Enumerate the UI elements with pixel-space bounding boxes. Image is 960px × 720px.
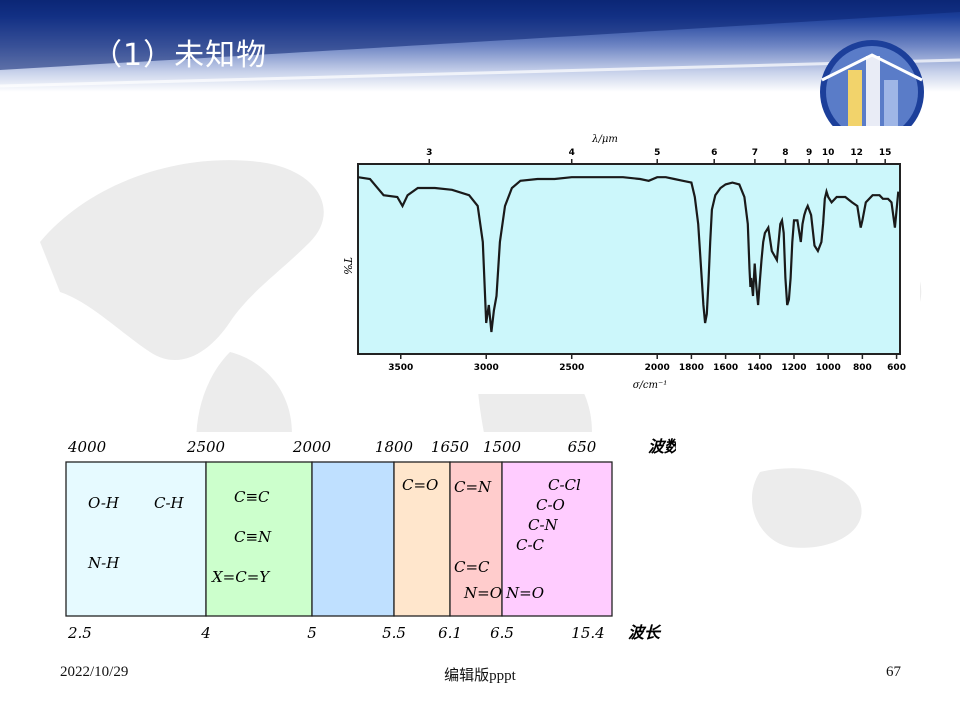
table-region-cell — [311, 461, 395, 617]
functional-group-label: X=C=Y — [211, 568, 271, 586]
logo-icon — [820, 40, 924, 140]
bottom-tick-label: 1400 — [747, 363, 772, 373]
bottom-tick-label: 2000 — [645, 363, 670, 373]
wavenumber-tick-label: 4000 — [67, 438, 107, 456]
top-tick-label: 9 — [806, 148, 812, 158]
top-tick-label: 8 — [782, 148, 788, 158]
wavenumber-tick-label: 2000 — [292, 438, 332, 456]
y-axis-label: T% — [341, 257, 354, 275]
bottom-tick-label: 1200 — [781, 363, 806, 373]
top-tick-label: 5 — [654, 148, 660, 158]
wavelength-tick-label: 4 — [200, 624, 211, 642]
spectrum-ticks: 3500 3000 2500 2000 1800 1600 1400 1200 1000 800 6… — [388, 148, 906, 373]
bottom-tick-label: 3000 — [474, 363, 499, 373]
functional-group-label: O-H — [88, 494, 120, 512]
table-region-cell — [205, 461, 313, 617]
bottom-tick-label: 1000 — [816, 363, 841, 373]
x-axis-label: σ/cm⁻¹ — [633, 380, 668, 391]
bottom-tick-label: 1800 — [679, 363, 704, 373]
bottom-tick-label: 1600 — [713, 363, 738, 373]
table-regions — [65, 461, 613, 617]
footer-center-text: 编辑版pppt — [444, 668, 516, 684]
ir-correlation-table: 4000 2500 2000 1800 1650 1500 650 2.5 4 5 5.5 6.1 6.… — [56, 432, 676, 652]
top-axis-label: λ/μm — [591, 134, 618, 145]
table-region-cell — [65, 461, 207, 617]
wavelength-tick-label: 6.1 — [438, 624, 462, 642]
functional-group-label: N=O — [463, 584, 502, 602]
header-swoosh — [0, 0, 960, 88]
bottom-tick-label: 3500 — [388, 363, 413, 373]
bottom-tick-label: 2500 — [559, 363, 584, 373]
top-tick-label: 3 — [426, 148, 432, 158]
spectrum-plot-area — [357, 163, 901, 355]
bottom-tick-label: 800 — [853, 363, 872, 373]
spectrum-series-line — [357, 176, 900, 333]
wavenumber-tick-label: 650 — [568, 438, 597, 456]
bottom-tick-label: 600 — [887, 363, 906, 373]
functional-group-label: C-Cl — [548, 476, 581, 494]
functional-group-label: C-C — [516, 536, 545, 554]
functional-group-label: N-H — [87, 554, 120, 572]
wavelength-label: 波长 — [628, 623, 662, 642]
table-region-cell — [393, 461, 451, 617]
header-band — [0, 0, 960, 92]
top-tick-label: 12 — [850, 148, 863, 158]
top-tick-label: 15 — [879, 148, 892, 158]
ir-spectrum-chart: λ/μm T% σ/cm⁻¹ 3500 3000 2500 2000 1800 1600 1… — [330, 126, 920, 394]
footer-page-number: 67 — [886, 664, 901, 680]
wavenumber-label: 波数 — [648, 437, 676, 456]
wavenumber-tick-label: 1500 — [483, 438, 522, 456]
functional-group-label: C-H — [154, 494, 185, 512]
functional-group-label: C≡C — [234, 488, 270, 506]
wavelength-tick-label: 6.5 — [490, 624, 514, 642]
table-region-cell — [449, 461, 503, 617]
wavenumber-tick-label: 1800 — [375, 438, 414, 456]
wavelength-tick-label: 5 — [307, 624, 317, 642]
top-tick-label: 10 — [822, 148, 835, 158]
top-tick-label: 7 — [752, 148, 758, 158]
table-region-cell — [501, 461, 613, 617]
functional-group-label: C-N — [528, 516, 559, 534]
wavenumber-tick-label: 1650 — [431, 438, 470, 456]
slide-title: （1）未知物 — [92, 38, 268, 73]
wavelength-tick-label: 15.4 — [571, 624, 604, 642]
footer-date: 2022/10/29 — [60, 664, 129, 680]
functional-group-label: C=N — [454, 478, 492, 496]
functional-group-label: C=O — [402, 476, 438, 494]
functional-group-label: N=O — [505, 584, 544, 602]
wavelength-tick-label: 5.5 — [382, 624, 406, 642]
top-tick-label: 4 — [569, 148, 575, 158]
wavelength-tick-label: 2.5 — [67, 624, 92, 642]
wavenumber-tick-label: 2500 — [186, 438, 226, 456]
top-tick-label: 6 — [711, 148, 717, 158]
functional-group-label: C-O — [536, 496, 565, 514]
functional-group-label: C≡N — [234, 528, 272, 546]
functional-group-label: C=C — [454, 558, 490, 576]
table-labels: 4000 2500 2000 1800 1650 1500 650 2.5 4 5 5.5 6.1 6.… — [67, 438, 605, 642]
